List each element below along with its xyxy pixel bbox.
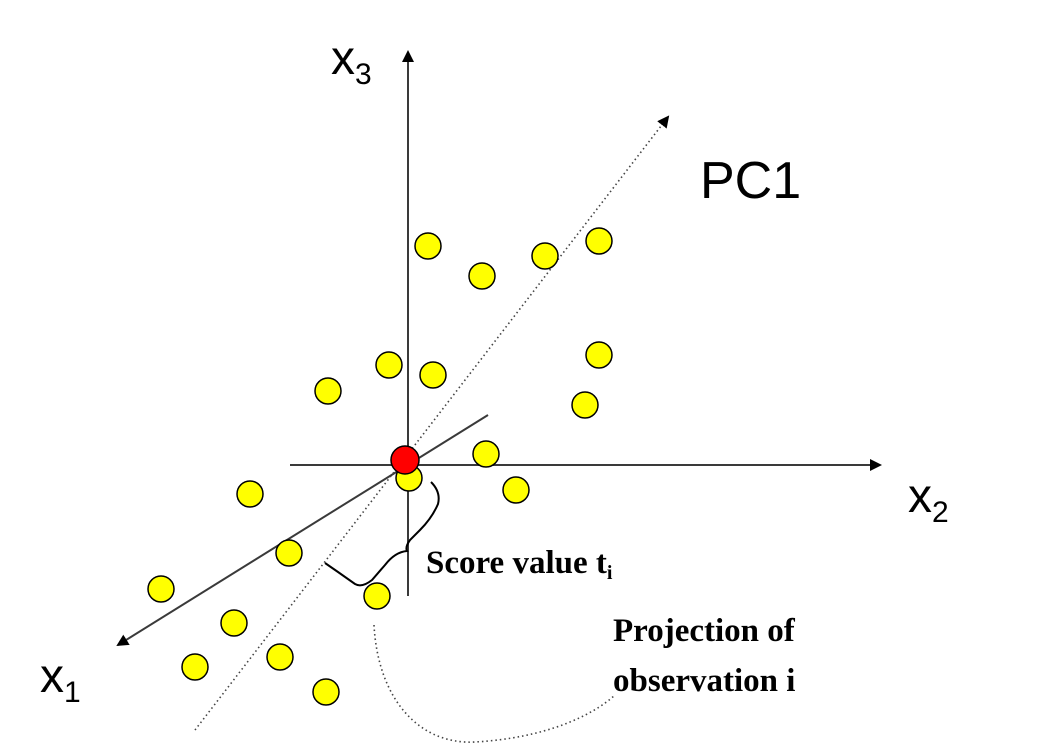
observation-point — [468, 262, 496, 290]
observation-point — [147, 575, 175, 603]
observation-point — [585, 227, 613, 255]
observation-point — [502, 476, 530, 504]
observation-point — [375, 351, 403, 379]
projection-curve — [373, 624, 616, 743]
score-bracket — [324, 481, 440, 587]
observation-point — [531, 242, 559, 270]
observation-point — [414, 232, 442, 260]
x1-label: x1 — [40, 650, 81, 709]
observation-point — [585, 341, 613, 369]
observation-point — [314, 377, 342, 405]
center-point — [390, 445, 420, 475]
observation-point — [220, 609, 248, 637]
pc1-label: PC1 — [700, 152, 801, 210]
observation-point — [266, 643, 294, 671]
x1-axis — [116, 414, 489, 647]
x2-label: x2 — [908, 470, 949, 529]
x3-label: x3 — [331, 32, 372, 91]
observation-point — [275, 539, 303, 567]
score-value-label: Score value ti — [426, 545, 613, 584]
projection-label-line2: observation i — [613, 663, 795, 699]
observation-point — [236, 480, 264, 508]
observation-point — [312, 678, 340, 706]
observation-point — [363, 582, 391, 610]
observation-point — [181, 653, 209, 681]
pc1-line — [194, 115, 670, 731]
observation-point — [419, 361, 447, 389]
observation-point — [472, 440, 500, 468]
observation-point — [571, 391, 599, 419]
projection-label-line1: Projection of — [613, 613, 796, 649]
